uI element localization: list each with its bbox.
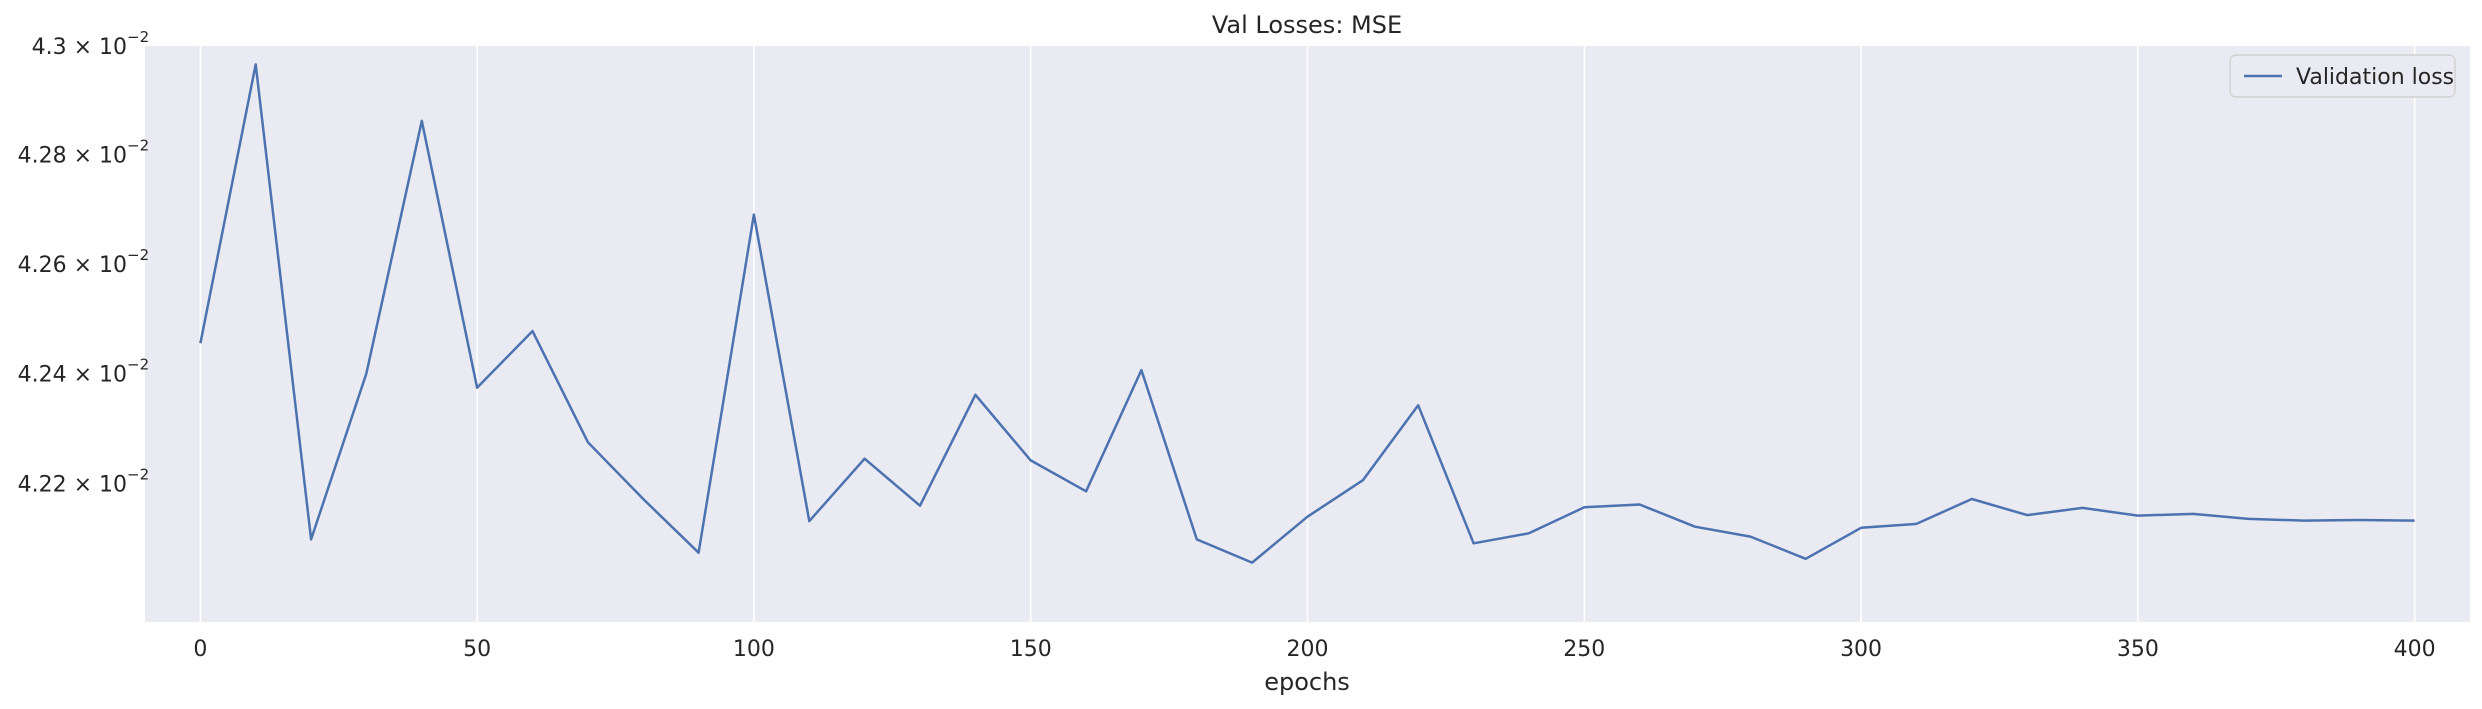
x-tick-label: 0 xyxy=(193,637,207,662)
y-tick-exponent: −2 xyxy=(127,355,149,373)
legend-label: Validation loss xyxy=(2296,65,2454,90)
x-tick-label: 250 xyxy=(1563,637,1605,662)
y-tick-label: 4.22 × 10 xyxy=(18,473,127,498)
x-tick-label: 200 xyxy=(1287,637,1329,662)
chart-title: Val Losses: MSE xyxy=(1212,11,1402,39)
y-tick-exponent: −2 xyxy=(127,137,149,155)
x-tick-label: 350 xyxy=(2117,637,2159,662)
x-tick-label: 400 xyxy=(2394,637,2436,662)
x-tick-label: 50 xyxy=(463,637,491,662)
y-axis-ticks: 4.22 × 10 −24.24 × 10 −24.26 × 10 −24.28 × … xyxy=(18,28,150,498)
y-tick-label: 4.28 × 10 xyxy=(18,144,127,169)
x-axis-ticks: 0 50 100 150 200 250 300 350 400 xyxy=(193,637,2435,662)
legend-box xyxy=(2229,54,2456,98)
y-tick-exponent: −2 xyxy=(127,246,149,264)
x-tick-label: 150 xyxy=(1010,637,1052,662)
series-line-validation-loss xyxy=(199,63,2415,564)
y-tick-label: 4.24 × 10 xyxy=(18,362,127,387)
legend: Validation loss xyxy=(2229,54,2456,98)
y-tick-label: 4.3 × 10 xyxy=(32,35,127,60)
x-tick-label: 300 xyxy=(1840,637,1882,662)
y-tick-exponent: −2 xyxy=(127,28,149,46)
series-layer xyxy=(199,63,2415,564)
x-tick-label: 100 xyxy=(733,637,775,662)
x-axis-label: epochs xyxy=(1264,668,1350,696)
grid-lines xyxy=(199,46,2416,622)
y-tick-label: 4.26 × 10 xyxy=(18,253,127,278)
y-tick-exponent: −2 xyxy=(127,466,149,484)
